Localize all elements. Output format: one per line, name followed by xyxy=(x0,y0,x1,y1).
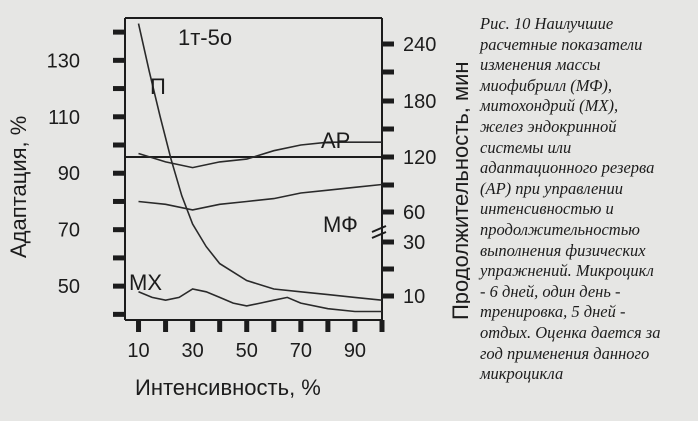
y-right-tick-label: 180 xyxy=(403,91,436,113)
y-right-tick-label: 240 xyxy=(403,34,436,56)
x-tick-label: 70 xyxy=(290,340,312,362)
y-left-tick-label: 90 xyxy=(58,163,80,185)
series-label-ar: АР xyxy=(321,128,350,153)
x-tick-label: 90 xyxy=(344,340,366,362)
left-tick-labels: 50 70 90 110 130 xyxy=(47,50,80,298)
series-line-1 xyxy=(137,23,383,301)
right-tick-marks xyxy=(382,41,394,299)
y-left-tick-label: 50 xyxy=(58,276,80,298)
series-label-mf: МФ xyxy=(323,212,358,237)
bottom-tick-marks xyxy=(136,320,385,332)
y-right-tick-label: 60 xyxy=(403,202,425,224)
series-label-mx: МХ xyxy=(129,270,162,295)
x-axis-title: Интенсивность, % xyxy=(135,375,321,400)
x-tick-label: 30 xyxy=(182,340,204,362)
panel-label: 1т-5о xyxy=(178,25,232,50)
y-axis-title-left: Адаптация, % xyxy=(6,116,31,258)
x-tick-labels: 10 30 50 70 90 xyxy=(127,340,366,362)
y-right-tick-label: 30 xyxy=(403,232,425,254)
right-tick-labels: 10 30 60 120 180 240 xyxy=(403,34,436,308)
series-label-p: П xyxy=(150,74,166,99)
y-right-tick-label: 10 xyxy=(403,286,425,308)
y-axis-title-right: Продолжительность, мин xyxy=(448,61,470,320)
series-line-3 xyxy=(138,183,383,211)
x-tick-label: 50 xyxy=(236,340,258,362)
series-line-4 xyxy=(138,288,382,313)
left-tick-marks xyxy=(113,29,125,317)
axis-break-mark xyxy=(371,231,387,239)
y-right-tick-label: 120 xyxy=(403,147,436,169)
series-curves xyxy=(137,23,383,313)
y-left-tick-label: 70 xyxy=(58,220,80,242)
y-left-tick-label: 130 xyxy=(47,50,80,72)
y-left-tick-label: 110 xyxy=(48,107,80,129)
series-line-2 xyxy=(138,141,382,169)
x-tick-label: 10 xyxy=(127,340,149,362)
axis-break-mark xyxy=(371,225,387,233)
figure-caption: Рис. 10 Наилучшие расчетные показатели и… xyxy=(480,14,661,384)
